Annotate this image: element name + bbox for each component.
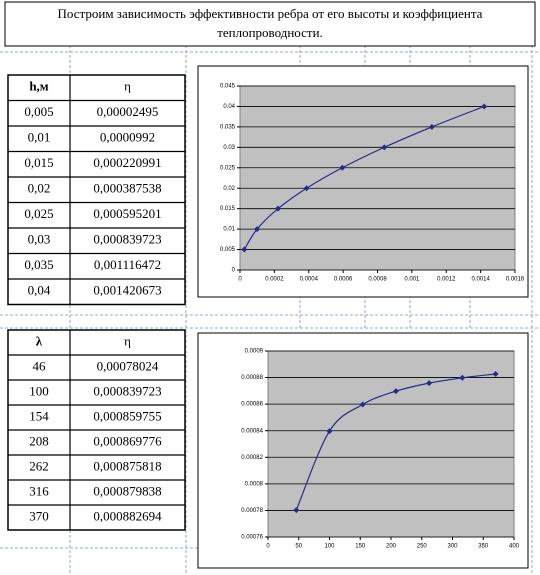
y-tick-label: 0.00084	[241, 428, 263, 434]
cell: 0,025	[24, 206, 53, 221]
cell: 0,000879838	[93, 483, 161, 498]
cell: 0,02	[28, 181, 51, 196]
cell: 0,001116472	[94, 257, 161, 272]
cell: 0,000220991	[93, 155, 161, 170]
cell: 0,000595201	[93, 206, 161, 221]
cell: 0,015	[24, 155, 53, 170]
title-line: теплопроводности.	[217, 25, 323, 40]
x-tick-label: 50	[295, 544, 302, 550]
x-tick-label: 0.0008	[368, 277, 387, 283]
x-tick-label: 100	[324, 544, 335, 550]
data-point	[481, 103, 488, 110]
title-box	[4, 1, 536, 47]
y-tick-label: 0.04	[223, 104, 235, 110]
data-point	[428, 123, 435, 130]
cell: 154	[29, 408, 49, 423]
x-tick-label: 0	[266, 544, 270, 550]
y-tick-label: 0.035	[220, 124, 236, 130]
x-tick-label: 250	[417, 544, 428, 550]
data-point	[326, 428, 333, 435]
table: h,м η 0,005 0,00002495 0,01 0,0000992 0,015 0,0…	[7, 74, 186, 306]
cell: 0,000869776	[93, 433, 162, 448]
series-line	[243, 105, 485, 250]
cell: 0,000875818	[93, 458, 161, 473]
y-tick-label: 0.025	[220, 165, 236, 171]
x-tick-label: 0.0014	[471, 277, 490, 283]
x-tick-label: 0.0012	[437, 277, 456, 283]
plot-area	[267, 350, 515, 538]
column-header: η	[124, 79, 131, 94]
data-point	[303, 185, 310, 192]
y-tick-label: 0.00076	[241, 535, 263, 541]
table: λ η 46 0,00078024 100 0,000839723 154 0,0008597…	[7, 329, 186, 531]
y-tick-label: 0.03	[223, 145, 235, 151]
y-tick-label: 0.00082	[241, 455, 263, 461]
data-point	[359, 401, 366, 408]
cell: 0,000839723	[93, 383, 161, 398]
cell: 46	[33, 358, 47, 373]
chart: 0.00076 0.00078 0.0008 0.00082 0.00084 0.0008…	[197, 332, 529, 569]
y-tick-label: 0.045	[220, 84, 236, 90]
y-tick-label: 0.005	[220, 247, 236, 253]
cell: 0,03	[28, 232, 51, 247]
cell: 0,01	[28, 130, 51, 145]
x-tick-label: 0.0002	[265, 277, 284, 283]
data-point	[339, 164, 346, 171]
column-header: λ	[36, 333, 43, 348]
y-tick-label: 0.0009	[245, 349, 264, 355]
data-point	[492, 370, 499, 377]
x-tick-label: 0.0004	[300, 277, 319, 283]
x-tick-label: 200	[386, 544, 397, 550]
x-tick-label: 300	[447, 544, 458, 550]
column-header: h,м	[29, 79, 48, 94]
data-point	[459, 374, 466, 381]
charts: 0 0.005 0.01 0.015 0.02 0.025 0.03 0.035 0.04 0.0…	[197, 65, 529, 569]
cell: 0,00078024	[97, 358, 159, 373]
data-point	[426, 380, 433, 387]
x-tick-label: 0.0006	[334, 277, 353, 283]
table-bg	[7, 74, 186, 306]
cell: 0,0000992	[100, 130, 155, 145]
cell: 0,00002495	[97, 104, 159, 119]
y-tick-label: 0.015	[220, 206, 236, 212]
x-tick-label: 400	[509, 544, 520, 550]
data-point	[241, 246, 248, 253]
y-tick-label: 0.02	[223, 186, 235, 192]
cell: 0,000839723	[93, 232, 161, 247]
data-point	[381, 144, 388, 151]
y-tick-label: 0.00078	[241, 508, 263, 514]
cell: 0,000859755	[93, 408, 161, 423]
data-point	[392, 388, 399, 395]
x-tick-label: 0.0016	[506, 277, 525, 283]
cell: 0,04	[28, 283, 51, 298]
column-header: η	[124, 333, 131, 348]
y-tick-label: 0.00086	[241, 402, 263, 408]
cell: 0,000882694	[93, 508, 162, 523]
cell: 0,001420673	[93, 283, 161, 298]
cell: 208	[29, 433, 49, 448]
title-line: Построим зависимость эффективности ребра…	[58, 6, 483, 21]
cell: 100	[29, 383, 49, 398]
cell: 0,000387538	[93, 181, 161, 196]
x-tick-label: 350	[478, 544, 489, 550]
cell: 0,035	[24, 257, 53, 272]
chart: 0 0.005 0.01 0.015 0.02 0.025 0.03 0.035 0.04 0.0…	[197, 65, 529, 298]
cell: 316	[29, 483, 49, 498]
x-tick-label: 150	[355, 544, 366, 550]
y-tick-label: 0	[232, 268, 236, 274]
y-tick-label: 0.00088	[241, 375, 263, 381]
plot-area	[239, 85, 516, 271]
y-tick-label: 0.01	[223, 227, 235, 233]
cell: 262	[29, 458, 49, 473]
x-tick-label: 0	[238, 277, 242, 283]
data-point	[293, 507, 300, 514]
x-tick-label: 0.001	[404, 277, 420, 283]
y-tick-label: 0.0008	[245, 481, 264, 487]
data-point	[254, 226, 261, 233]
cell: 0,005	[24, 104, 53, 119]
cell: 370	[29, 508, 49, 523]
data-point	[274, 205, 281, 212]
